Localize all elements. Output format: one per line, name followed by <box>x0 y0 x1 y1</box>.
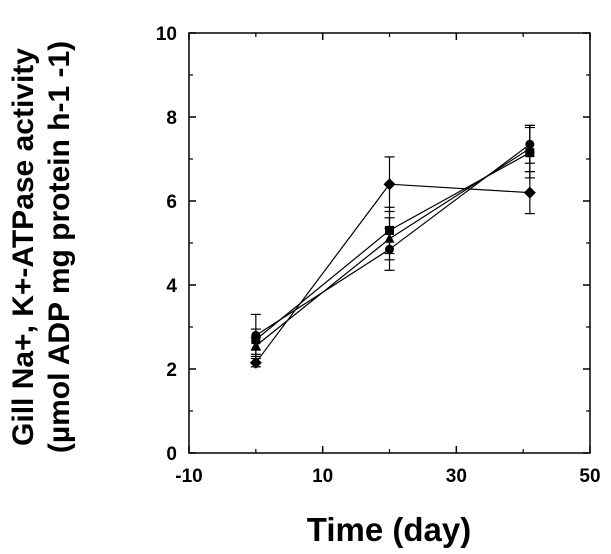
y-tick-label: 8 <box>166 108 177 129</box>
y-tick-label: 10 <box>156 24 177 45</box>
x-tick-label: 50 <box>579 466 600 487</box>
data-point-diamond <box>523 186 536 199</box>
x-tick-label: 30 <box>446 466 467 487</box>
data-point-circle <box>385 244 394 254</box>
data-point-diamond <box>383 178 396 191</box>
series-circle <box>250 124 535 357</box>
data-point-circle <box>251 330 261 340</box>
series-triangle <box>250 124 535 355</box>
y-axis-title-line1: Gill Na+, K+-ATPase activity <box>7 48 40 446</box>
data-point-circle <box>525 139 535 149</box>
x-tick-label: -10 <box>175 466 202 487</box>
y-tick-label: 6 <box>166 192 177 213</box>
y-tick-label: 2 <box>166 360 177 381</box>
y-tick-label: 0 <box>166 444 177 465</box>
series-diamond <box>249 156 536 369</box>
y-axis-title-line2: (µmol ADP mg protein h-1 -1) <box>43 41 76 453</box>
x-axis-title: Time (day) <box>307 511 471 548</box>
data-point-diamond <box>249 356 262 369</box>
y-tick-label: 4 <box>166 276 177 297</box>
series-square <box>250 126 535 351</box>
x-tick-label: 10 <box>312 466 333 487</box>
